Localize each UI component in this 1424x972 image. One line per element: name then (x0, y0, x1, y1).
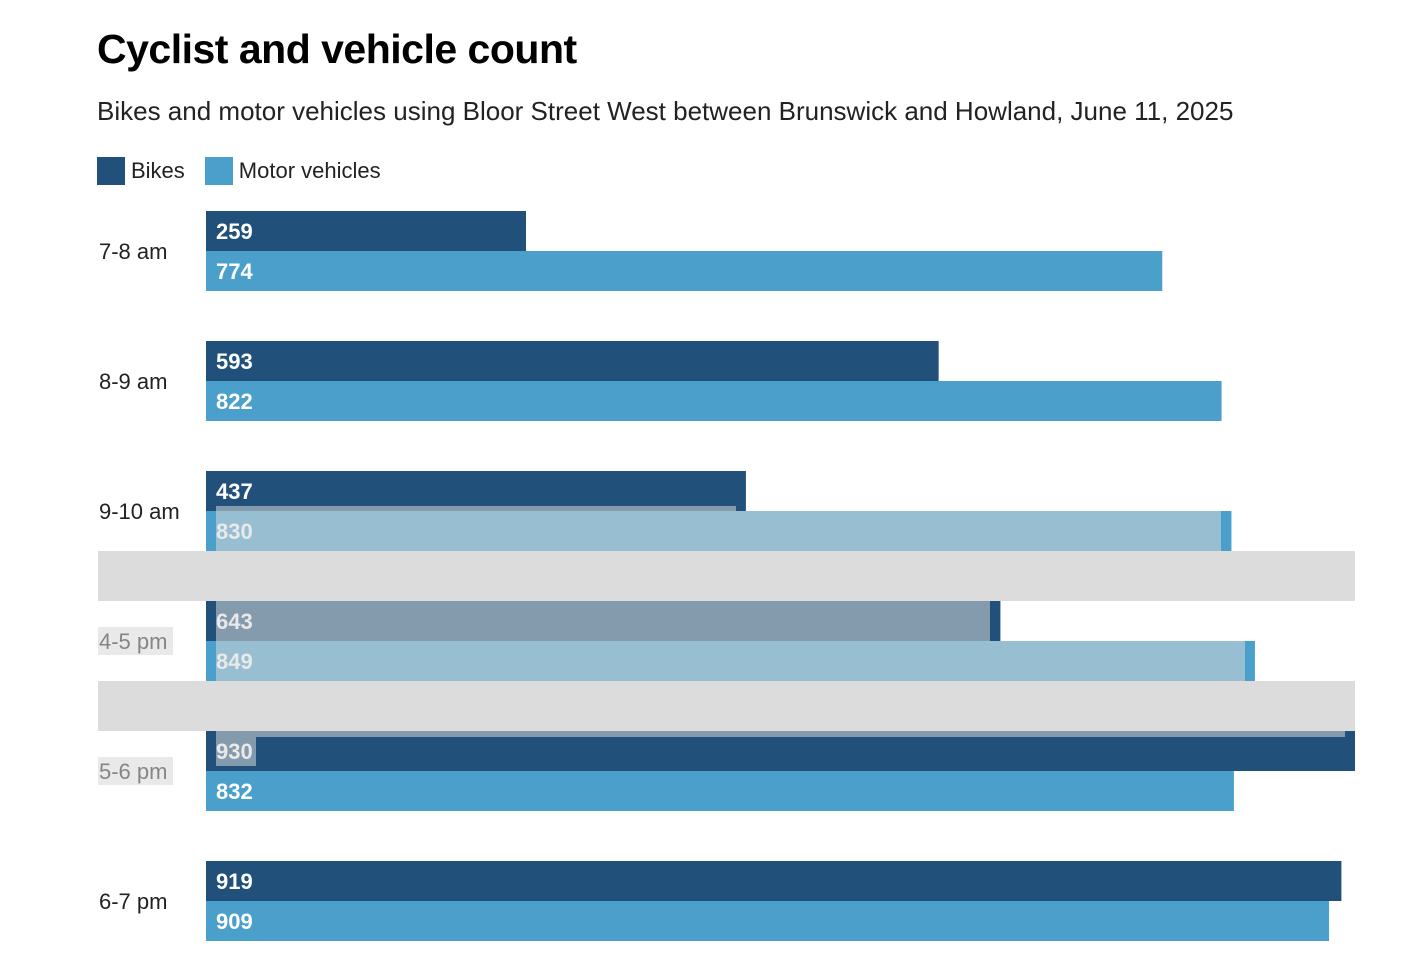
highlight-overlay (98, 757, 173, 785)
data-label: 832 (216, 779, 253, 804)
highlight-overlay (216, 641, 1245, 681)
bar-motor-vehicles (206, 771, 1234, 811)
legend-item-bikes: Bikes (97, 157, 185, 185)
highlight-overlay (216, 511, 1221, 551)
legend-label-bikes: Bikes (131, 158, 185, 183)
bar-motor-vehicles (206, 381, 1222, 421)
category-label: 8-9 am (99, 369, 167, 394)
legend: Bikes Motor vehicles (97, 157, 401, 185)
bar-bikes (206, 341, 939, 381)
data-label: 259 (216, 219, 253, 244)
bar-motor-vehicles (206, 901, 1330, 941)
bar-bikes (206, 861, 1342, 901)
chart-subtitle: Bikes and motor vehicles using Bloor Str… (97, 96, 1234, 126)
data-label: 774 (216, 259, 253, 284)
data-label: 919 (216, 869, 253, 894)
bar-motor-vehicles (206, 251, 1163, 291)
data-label: 909 (216, 909, 253, 934)
highlight-overlay (98, 627, 173, 655)
data-label: 593 (216, 349, 253, 374)
legend-swatch-motor-vehicles (204, 157, 233, 185)
highlight-band (98, 681, 1355, 731)
bar-bikes (206, 731, 1355, 771)
highlight-overlay (216, 601, 990, 641)
category-label: 7-8 am (99, 239, 167, 264)
highlight-overlay (216, 506, 736, 511)
category-label: 9-10 am (99, 499, 180, 524)
legend-swatch-bikes (97, 157, 125, 185)
bar-bikes (206, 471, 746, 511)
bar-bikes (206, 211, 526, 251)
highlight-band (98, 551, 1355, 601)
chart-title: Cyclist and vehicle count (97, 26, 577, 72)
category-label: 6-7 pm (99, 889, 167, 914)
highlight-overlay (216, 731, 1345, 737)
highlight-overlay (216, 737, 256, 766)
legend-label-motor-vehicles: Motor vehicles (238, 158, 381, 183)
data-label: 437 (216, 479, 253, 504)
legend-item-motor-vehicles: Motor vehicles (204, 157, 381, 185)
data-label: 822 (216, 389, 253, 414)
